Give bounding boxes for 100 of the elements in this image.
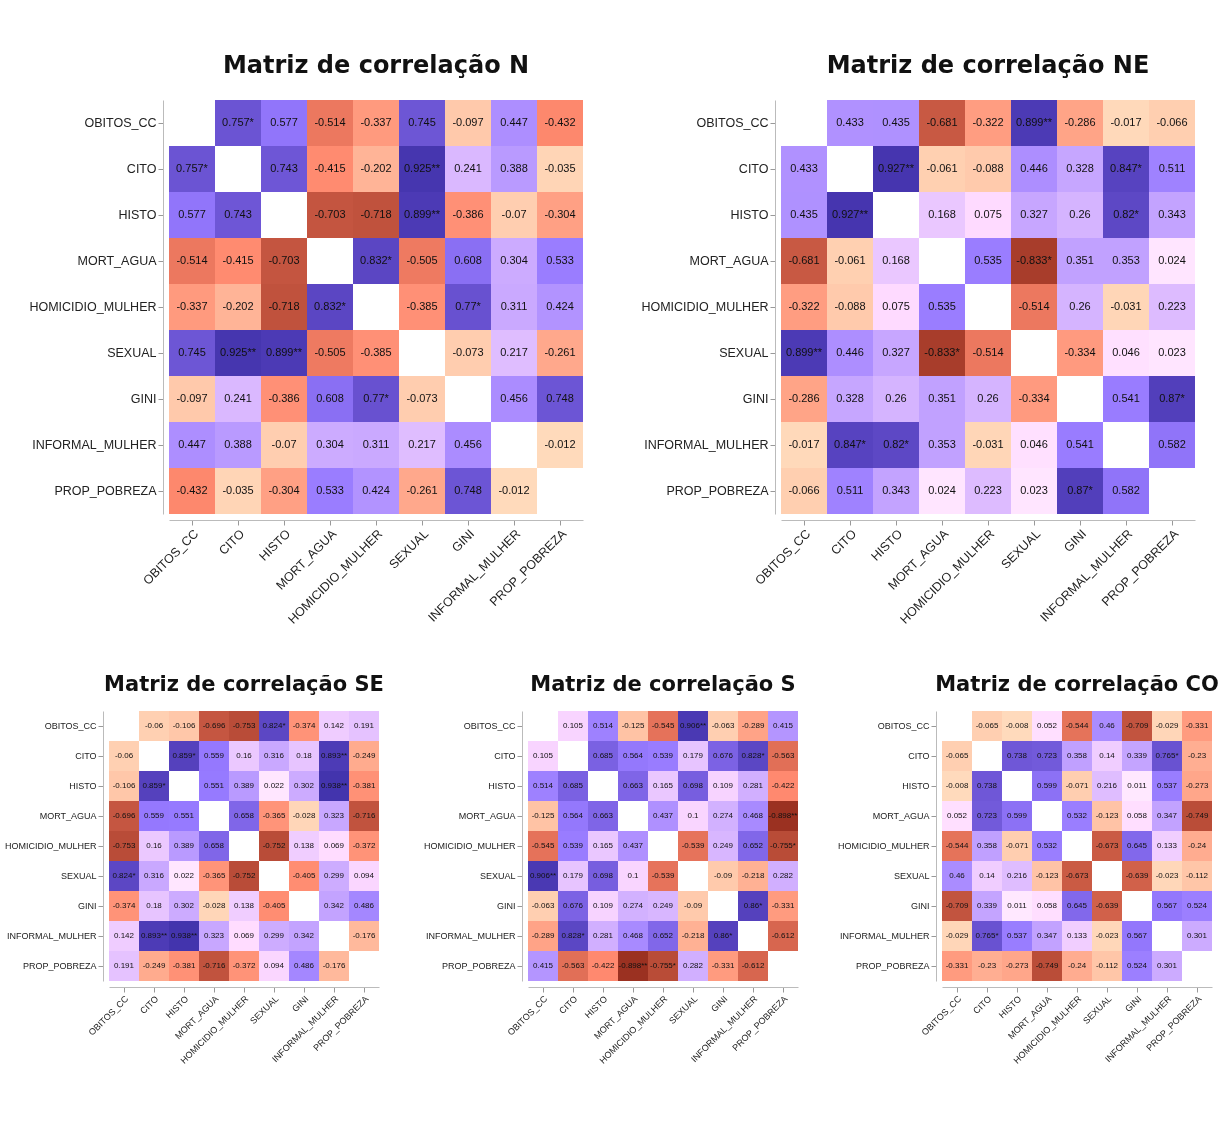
- y-tick-label: OBITOS_CC: [696, 116, 769, 130]
- data-label: -0.112: [1185, 871, 1209, 880]
- data-label: -0.071: [1065, 781, 1089, 790]
- data-label: 0.142: [323, 721, 345, 730]
- data-label: -0.008: [1005, 721, 1029, 730]
- data-label: -0.696: [112, 811, 136, 820]
- data-label: 0.86*: [743, 901, 763, 910]
- data-label: 0.859*: [172, 751, 196, 760]
- y-tick-label: PROP_POBREZA: [54, 484, 158, 498]
- data-label: 0.388: [500, 162, 529, 174]
- data-label: 0.447: [178, 438, 207, 450]
- data-label: 0.388: [224, 438, 253, 450]
- data-label: 0.82*: [882, 438, 910, 450]
- data-label: -0.023: [1095, 931, 1119, 940]
- data-label: 0.899**: [404, 208, 442, 220]
- y-tick-label: HISTO: [730, 208, 769, 222]
- data-label: 0.299: [323, 871, 345, 880]
- y-tick-label: PROP_POBREZA: [855, 961, 930, 971]
- data-label: 0.828*: [741, 751, 765, 760]
- data-label: -0.545: [651, 721, 675, 730]
- data-label: -0.012: [498, 484, 530, 496]
- data-label: -0.112: [1095, 961, 1119, 970]
- data-label: -0.563: [771, 751, 795, 760]
- data-label: 0.304: [500, 254, 529, 266]
- data-label: -0.176: [322, 961, 346, 970]
- data-label: 0.608: [316, 392, 345, 404]
- data-label: 0.533: [546, 254, 575, 266]
- data-label: 0.748: [546, 392, 575, 404]
- data-label: -0.703: [314, 208, 346, 220]
- data-label: -0.752: [232, 871, 256, 880]
- data-label: 0.105: [532, 751, 554, 760]
- data-label: -0.718: [268, 300, 300, 312]
- data-label: -0.372: [232, 961, 256, 970]
- y-tick-label: GINI: [910, 901, 930, 911]
- data-label: -0.385: [360, 346, 392, 358]
- data-label: 0.274: [712, 811, 734, 820]
- data-label: 0.524: [1186, 901, 1208, 910]
- data-label: 0.435: [789, 208, 818, 220]
- data-label: -0.374: [292, 721, 316, 730]
- data-label: 0.551: [203, 781, 225, 790]
- data-label: -0.106: [172, 721, 196, 730]
- data-label: -0.703: [268, 254, 300, 266]
- data-label: -0.639: [1095, 901, 1119, 910]
- data-label: 0.765*: [1155, 751, 1179, 760]
- data-label: 0.738: [1006, 751, 1028, 760]
- data-label: 0.537: [1006, 931, 1028, 940]
- data-label: -0.681: [788, 254, 820, 266]
- data-label: -0.696: [202, 721, 226, 730]
- data-label: -0.202: [222, 300, 254, 312]
- data-label: 0.358: [1066, 751, 1088, 760]
- y-tick-label: SEXUAL: [107, 346, 157, 360]
- data-label: 0.109: [712, 781, 734, 790]
- data-label: 0.168: [881, 254, 910, 266]
- y-tick-label: MORT_AGUA: [77, 254, 158, 268]
- data-label: 0.301: [1156, 961, 1178, 970]
- data-label: 0.351: [927, 392, 956, 404]
- y-tick-label: SEXUAL: [60, 871, 97, 881]
- data-label: 0.415: [532, 961, 554, 970]
- data-label: 0.14: [1099, 751, 1116, 760]
- data-label: 0.142: [113, 931, 135, 940]
- y-tick-label: SEXUAL: [718, 346, 769, 360]
- data-label: -0.176: [352, 931, 376, 940]
- data-label: 0.652: [652, 931, 674, 940]
- data-label: 0.069: [323, 841, 345, 850]
- data-label: 0.241: [224, 392, 253, 404]
- data-label: -0.755*: [650, 961, 676, 970]
- data-label: 0.052: [1036, 721, 1058, 730]
- data-label: -0.097: [176, 392, 208, 404]
- data-label: 0.223: [973, 484, 1002, 496]
- data-label: 0.26: [885, 392, 907, 404]
- data-label: -0.012: [544, 438, 576, 450]
- data-label: -0.23: [977, 961, 997, 970]
- data-label: 0.46: [1099, 721, 1116, 730]
- data-label: -0.898**: [618, 961, 648, 970]
- data-label: -0.017: [788, 438, 820, 450]
- data-label: -0.322: [788, 300, 820, 312]
- data-label: -0.709: [945, 901, 969, 910]
- data-label: 0.723: [976, 811, 998, 820]
- data-label: 0.468: [742, 811, 764, 820]
- data-label: 0.046: [1019, 438, 1048, 450]
- data-label: -0.125: [621, 721, 645, 730]
- data-label: 0.339: [1126, 751, 1148, 760]
- data-label: 0.723: [1036, 751, 1058, 760]
- data-label: -0.322: [972, 116, 1004, 128]
- data-label: 0.676: [712, 751, 734, 760]
- data-label: -0.331: [711, 961, 735, 970]
- data-label: 0.311: [362, 438, 390, 450]
- data-label: -0.505: [406, 254, 438, 266]
- data-label: 0.535: [927, 300, 956, 312]
- data-label: 0.16: [236, 751, 253, 760]
- data-label: -0.673: [1095, 841, 1119, 850]
- data-label: -0.286: [788, 392, 820, 404]
- data-label: 0.094: [263, 961, 285, 970]
- data-label: -0.065: [975, 721, 999, 730]
- data-label: -0.073: [452, 346, 484, 358]
- y-tick-label: HISTO: [118, 208, 158, 222]
- data-label: 0.342: [323, 901, 345, 910]
- y-tick-label: OBITOS_CC: [84, 116, 157, 130]
- data-label: 0.567: [1156, 901, 1178, 910]
- data-label: -0.097: [452, 116, 484, 128]
